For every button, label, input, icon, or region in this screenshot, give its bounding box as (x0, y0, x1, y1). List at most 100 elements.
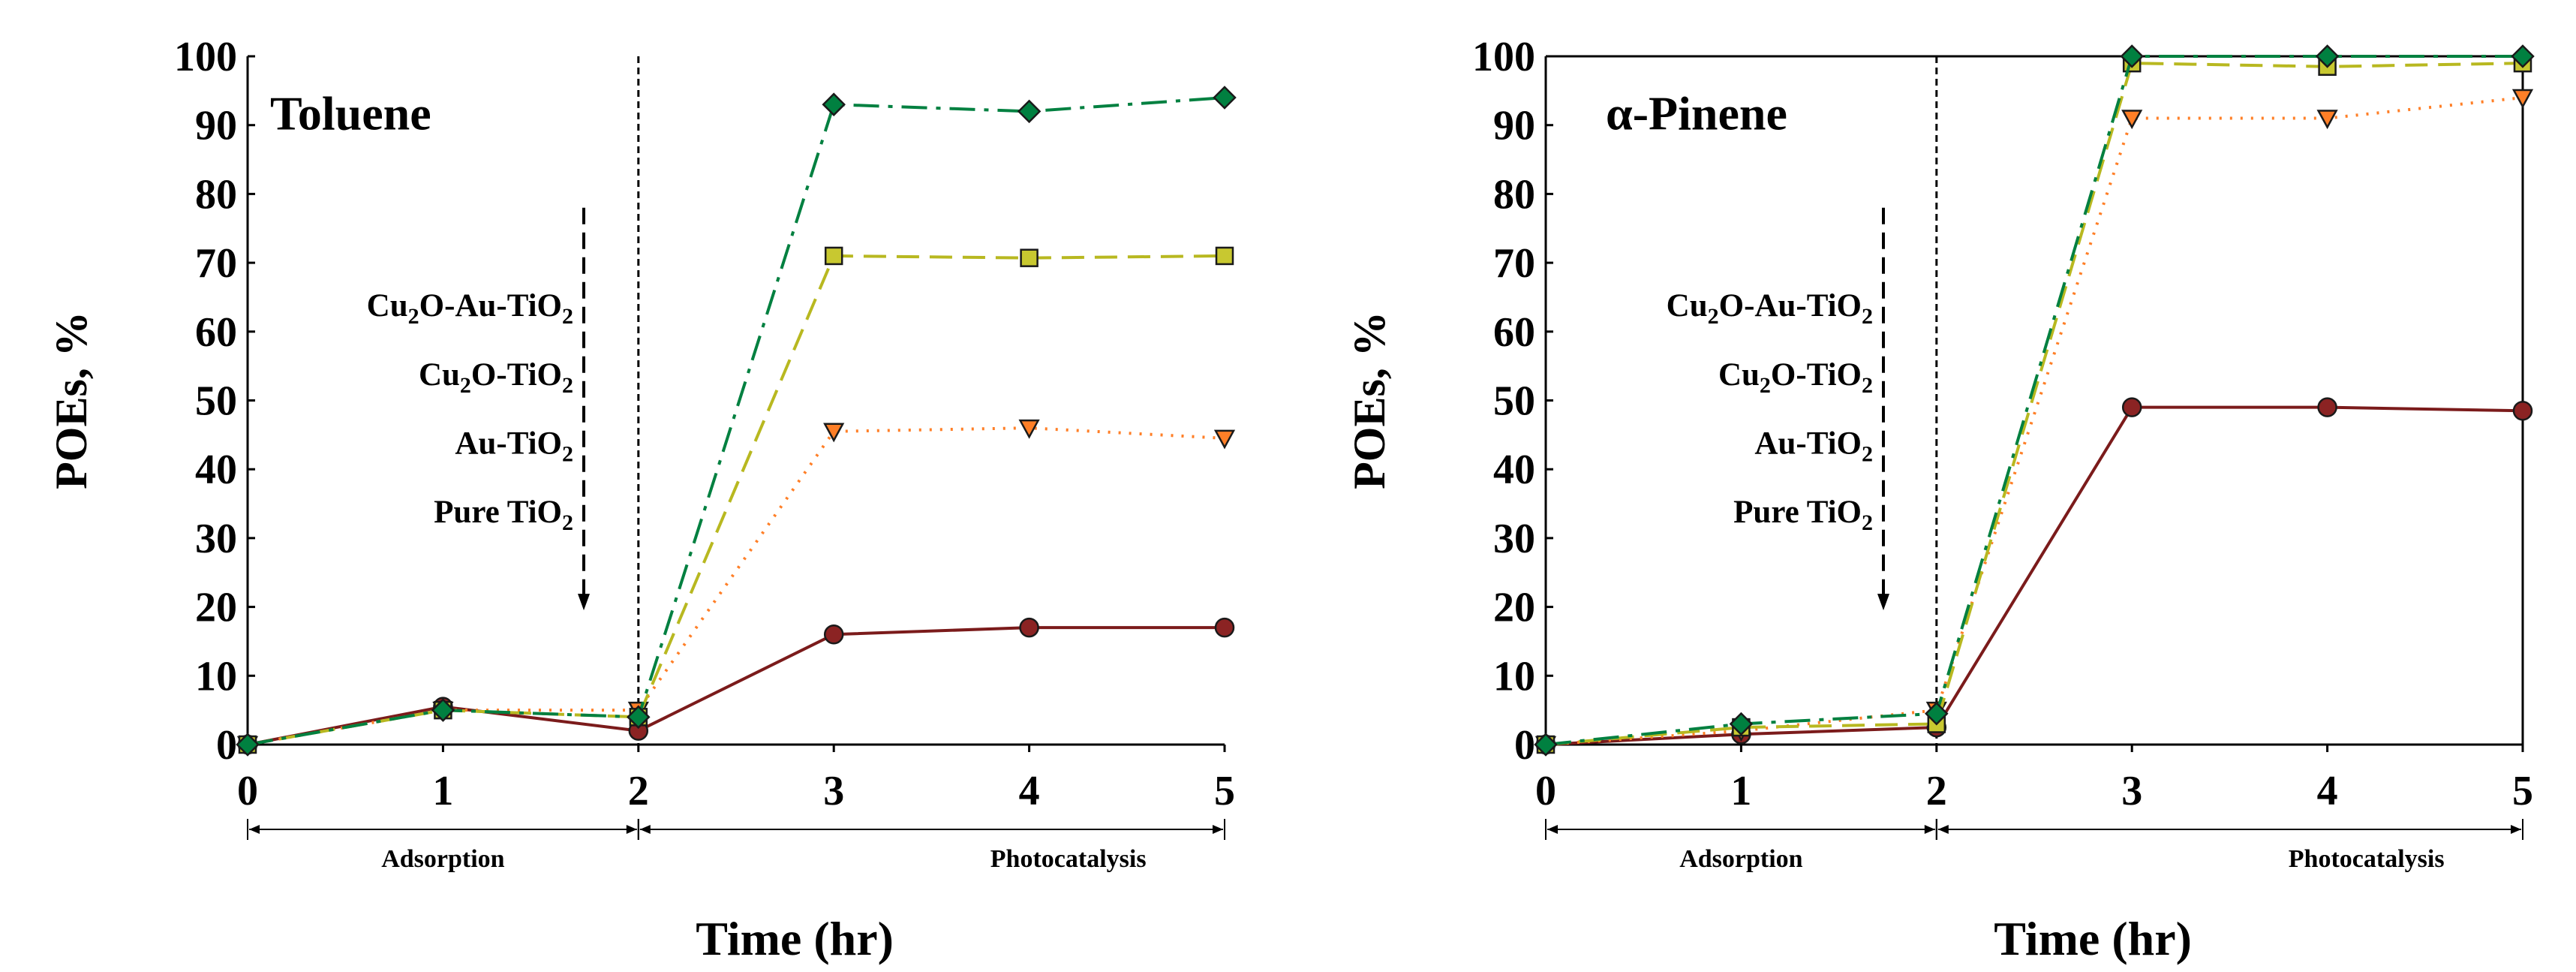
legend-entry: Pure TiO2 (1733, 495, 1873, 535)
series-square (1536, 53, 2532, 754)
x-tick-label: 5 (2512, 768, 2533, 814)
y-tick-label: 10 (1493, 653, 1535, 700)
y-tick-label: 20 (1493, 585, 1535, 631)
data-point (1019, 617, 1039, 638)
data-point (1214, 617, 1235, 638)
data-point (1925, 701, 1949, 726)
y-tick-label: 90 (195, 103, 237, 149)
phase-label: Photocatalysis (990, 845, 1147, 873)
y-tick-label: 40 (1493, 447, 1535, 493)
bracket-arrowhead (626, 825, 637, 834)
legend-entry: Cu2O-Au-TiO2 (1667, 288, 1873, 329)
data-point (2511, 89, 2534, 109)
y-tick-label: 0 (216, 722, 237, 769)
data-point (2511, 44, 2535, 68)
data-point (823, 624, 844, 645)
y-tick-label: 40 (195, 447, 237, 493)
legend-entry: Cu2O-TiO2 (1718, 357, 1873, 398)
legend-arrow-head (1877, 594, 1889, 611)
y-tick-label: 90 (1493, 103, 1535, 149)
data-point (236, 733, 260, 757)
x-tick-label: 1 (1730, 768, 1751, 814)
series-line (1545, 405, 2523, 746)
y-tick-label: 70 (1493, 240, 1535, 287)
y-tick-label: 70 (195, 240, 237, 287)
data-point (627, 705, 651, 730)
series-line (247, 254, 1225, 746)
data-point (822, 92, 846, 116)
data-point (824, 246, 843, 266)
chart-title: Toluene (270, 87, 431, 140)
y-tick-label: 50 (1493, 378, 1535, 425)
y-tick-label: 100 (174, 34, 237, 80)
data-point (2121, 110, 2143, 130)
x-tick-label: 3 (2121, 768, 2142, 814)
data-point (1534, 733, 1558, 757)
x-tick-label: 0 (1535, 768, 1556, 814)
series-line (1545, 96, 2523, 746)
series-line (247, 96, 1225, 746)
bracket-arrowhead (639, 825, 651, 834)
phase-label: Photocatalysis (2289, 845, 2445, 873)
data-point (2317, 397, 2337, 417)
bracket-arrowhead (1213, 825, 1223, 834)
data-point (1020, 248, 1039, 267)
bracket-arrowhead (1924, 825, 1935, 834)
y-tick-label: 50 (195, 378, 237, 425)
y-tick-label: 30 (1493, 516, 1535, 562)
data-point (1729, 712, 1754, 736)
series-triangle-down (1534, 89, 2534, 756)
y-tick-label: 100 (1472, 34, 1535, 80)
data-point (2316, 110, 2338, 130)
y-axis-label: POEs, % (1345, 311, 1394, 489)
y-tick-label: 60 (1493, 309, 1535, 356)
series-line (247, 426, 1225, 746)
series-line (1545, 62, 2523, 746)
data-point (1213, 429, 1236, 450)
x-tick-label: 4 (2317, 768, 2338, 814)
y-tick-label: 80 (1493, 171, 1535, 218)
data-point (2121, 397, 2142, 417)
bracket-arrowhead (1937, 825, 1949, 834)
phase-bracket: Photocatalysis (1935, 819, 2523, 873)
legend-entry: Au-TiO2 (1754, 426, 1873, 467)
x-axis-label: Time (hr) (1994, 912, 2192, 965)
data-point (1017, 99, 1042, 124)
y-tick-label: 10 (195, 653, 237, 700)
data-point (823, 423, 845, 443)
y-tick-label: 60 (195, 309, 237, 356)
data-point (2120, 44, 2144, 68)
chart-panel-2: 0 10 20 30 40 50 60 70 80 90 100 0 1 2 3 4 5 POEs, % Time … (1345, 34, 2535, 965)
series-line (247, 626, 1225, 746)
y-tick-label: 30 (195, 516, 237, 562)
x-tick-label: 2 (1926, 768, 1947, 814)
series-circle (1535, 397, 2533, 755)
x-tick-label: 5 (1214, 768, 1235, 814)
series-circle (237, 617, 1235, 755)
bracket-arrowhead (1547, 825, 1558, 834)
y-tick-label: 20 (195, 585, 237, 631)
data-point (2315, 44, 2340, 68)
x-tick-label: 2 (628, 768, 649, 814)
phase-bracket: Adsorption (1545, 819, 1937, 873)
legend-arrow-head (578, 594, 590, 611)
y-tick-label: 80 (195, 171, 237, 218)
data-point (2512, 401, 2533, 421)
legend-entry: Cu2O-TiO2 (419, 357, 573, 398)
phase-label: Adsorption (381, 845, 504, 873)
series-diamond (1534, 44, 2535, 757)
bracket-arrowhead (249, 825, 260, 834)
data-point (1018, 419, 1040, 439)
x-axis-label: Time (hr) (696, 912, 894, 965)
y-tick-label: 0 (1514, 722, 1535, 769)
phase-label: Adsorption (1679, 845, 1802, 873)
y-axis-label: POEs, % (47, 311, 96, 489)
bracket-arrowhead (2511, 825, 2521, 834)
chart-panel-1: 0 10 20 30 40 50 60 70 80 90 100 0 1 2 3 4 5 POEs, % Time … (47, 34, 1237, 965)
legend-entry: Au-TiO2 (455, 426, 573, 467)
x-tick-label: 0 (237, 768, 258, 814)
legend-entry: Pure TiO2 (434, 495, 573, 535)
x-tick-label: 3 (823, 768, 844, 814)
x-tick-label: 1 (432, 768, 453, 814)
